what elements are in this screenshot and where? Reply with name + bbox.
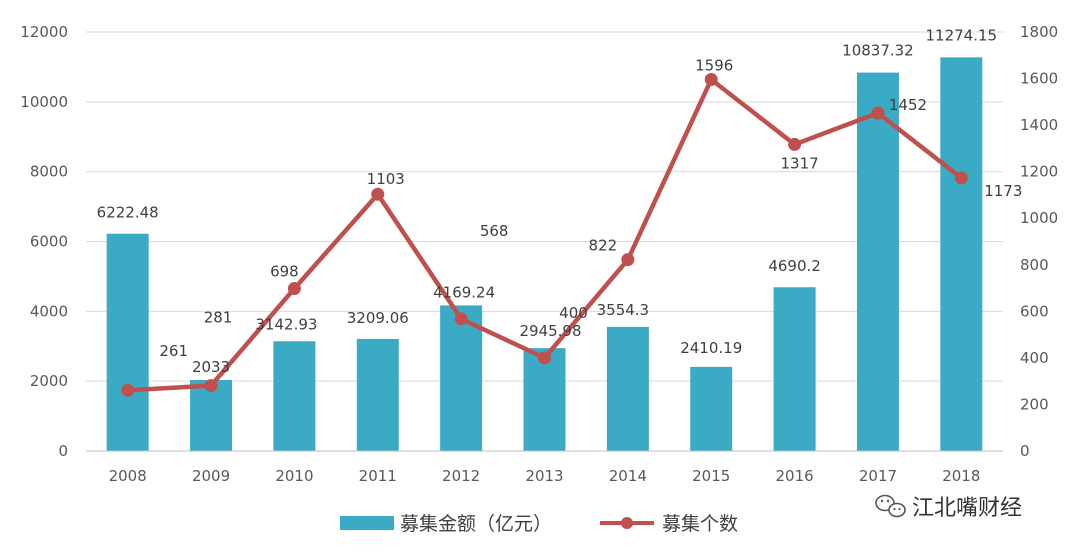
- line-point: [704, 72, 718, 86]
- bar: [690, 366, 733, 451]
- right-axis: 0 200 400 600 800 1000 1200 1400 1600 1800: [1020, 23, 1058, 460]
- line-point: [204, 379, 218, 393]
- y-left-tick-label: 8000: [30, 163, 68, 181]
- line-data-label: 822: [589, 237, 618, 255]
- y-left-tick-label: 12000: [20, 23, 68, 41]
- x-tick-label: 2008: [109, 467, 147, 485]
- x-tick-label: 2013: [525, 467, 563, 485]
- bar: [523, 348, 566, 451]
- bar-data-label: 3554.3: [597, 301, 650, 319]
- legend: 募集金额（亿元） 募集个数: [340, 513, 738, 535]
- bar: [273, 341, 316, 451]
- x-tick-label: 2012: [442, 467, 480, 485]
- line-point: [287, 282, 301, 296]
- bar: [440, 305, 483, 451]
- y-right-tick-label: 1000: [1020, 209, 1058, 227]
- legend-bar-label: 募集金额（亿元）: [400, 513, 552, 535]
- bar-data-labels: 6222.48 2033 3142.93 3209.06 4169.24 2945.98 3…: [97, 26, 997, 376]
- bar-data-label: 10837.32: [842, 42, 914, 60]
- left-axis: 0 2000 4000 6000 8000 10000 12000: [20, 23, 68, 460]
- line-point: [538, 351, 551, 365]
- line-point: [788, 137, 802, 151]
- x-tick-label: 2009: [192, 467, 230, 485]
- line-data-label: 1317: [780, 154, 818, 172]
- y-left-tick-label: 10000: [20, 93, 68, 111]
- x-tick-label: 2017: [859, 467, 897, 485]
- bar-data-label: 4169.24: [433, 283, 495, 301]
- line-data-label: 1452: [889, 96, 927, 114]
- line-data-label: 1596: [695, 56, 733, 74]
- line-point: [871, 106, 885, 120]
- grid-lines: [86, 31, 1003, 382]
- line-data-labels: 261 281 698 1103 568 400 822 1596 1317 1452 1173: [159, 56, 1022, 360]
- y-right-tick-label: 0: [1020, 442, 1030, 460]
- bar-data-label: 2033: [192, 358, 230, 376]
- watermark-text: 江北嘴财经: [912, 496, 1022, 521]
- y-right-tick-label: 1800: [1020, 23, 1058, 41]
- line-path: [127, 77, 963, 393]
- bar-series: [106, 57, 983, 451]
- line-data-label: 261: [159, 342, 188, 360]
- bar-data-label: 3142.93: [255, 315, 317, 333]
- bar-data-label: 2410.19: [680, 339, 742, 357]
- line-point: [954, 171, 968, 185]
- line-data-label: 400: [559, 304, 588, 322]
- wechat-icon: [875, 494, 906, 518]
- x-tick-label: 2014: [609, 467, 647, 485]
- bar: [106, 233, 149, 451]
- bar: [856, 72, 899, 451]
- y-right-tick-label: 1200: [1020, 163, 1058, 181]
- line-data-label: 568: [480, 222, 509, 240]
- bar: [606, 326, 649, 451]
- line-data-label: 281: [204, 309, 233, 327]
- y-right-tick-label: 1400: [1020, 116, 1058, 134]
- x-tick-label: 2016: [775, 467, 813, 485]
- line-series: [121, 72, 968, 397]
- y-right-tick-label: 400: [1020, 349, 1049, 367]
- bar-data-label: 6222.48: [97, 204, 159, 222]
- bar-data-label: 4690.2: [768, 257, 821, 275]
- y-left-tick-label: 2000: [30, 372, 68, 390]
- line-point: [454, 312, 468, 326]
- legend-line-marker: [621, 517, 633, 529]
- legend-line-label: 募集个数: [662, 513, 738, 535]
- y-right-tick-label: 600: [1020, 302, 1049, 320]
- line-point: [621, 253, 635, 267]
- y-right-tick-label: 800: [1020, 256, 1049, 274]
- y-left-tick-label: 6000: [30, 233, 68, 251]
- legend-bar-swatch: [340, 516, 394, 530]
- x-tick-label: 2010: [275, 467, 313, 485]
- bar: [940, 57, 983, 451]
- bar-data-label: 11274.15: [926, 26, 998, 44]
- y-left-tick-label: 4000: [30, 302, 68, 320]
- line-point: [121, 383, 135, 397]
- line-data-label: 698: [270, 263, 299, 281]
- x-tick-label: 2011: [359, 467, 397, 485]
- x-tick-label: 2018: [942, 467, 980, 485]
- bar: [773, 287, 816, 451]
- line-data-label: 1173: [984, 182, 1022, 200]
- line-data-label: 1103: [367, 170, 405, 188]
- bar-data-label: 2945.98: [519, 322, 581, 340]
- y-right-tick-label: 200: [1020, 395, 1049, 413]
- x-axis: 2008 2009 2010 2011 2012 2013 2014 2015 2016 2017…: [86, 450, 1003, 485]
- y-right-tick-label: 1600: [1020, 70, 1058, 88]
- x-tick-label: 2015: [692, 467, 730, 485]
- bar: [356, 338, 399, 451]
- line-point: [371, 187, 385, 201]
- bar-data-label: 3209.06: [347, 309, 409, 327]
- y-left-tick-label: 0: [58, 442, 68, 460]
- watermark: 江北嘴财经: [875, 494, 1022, 521]
